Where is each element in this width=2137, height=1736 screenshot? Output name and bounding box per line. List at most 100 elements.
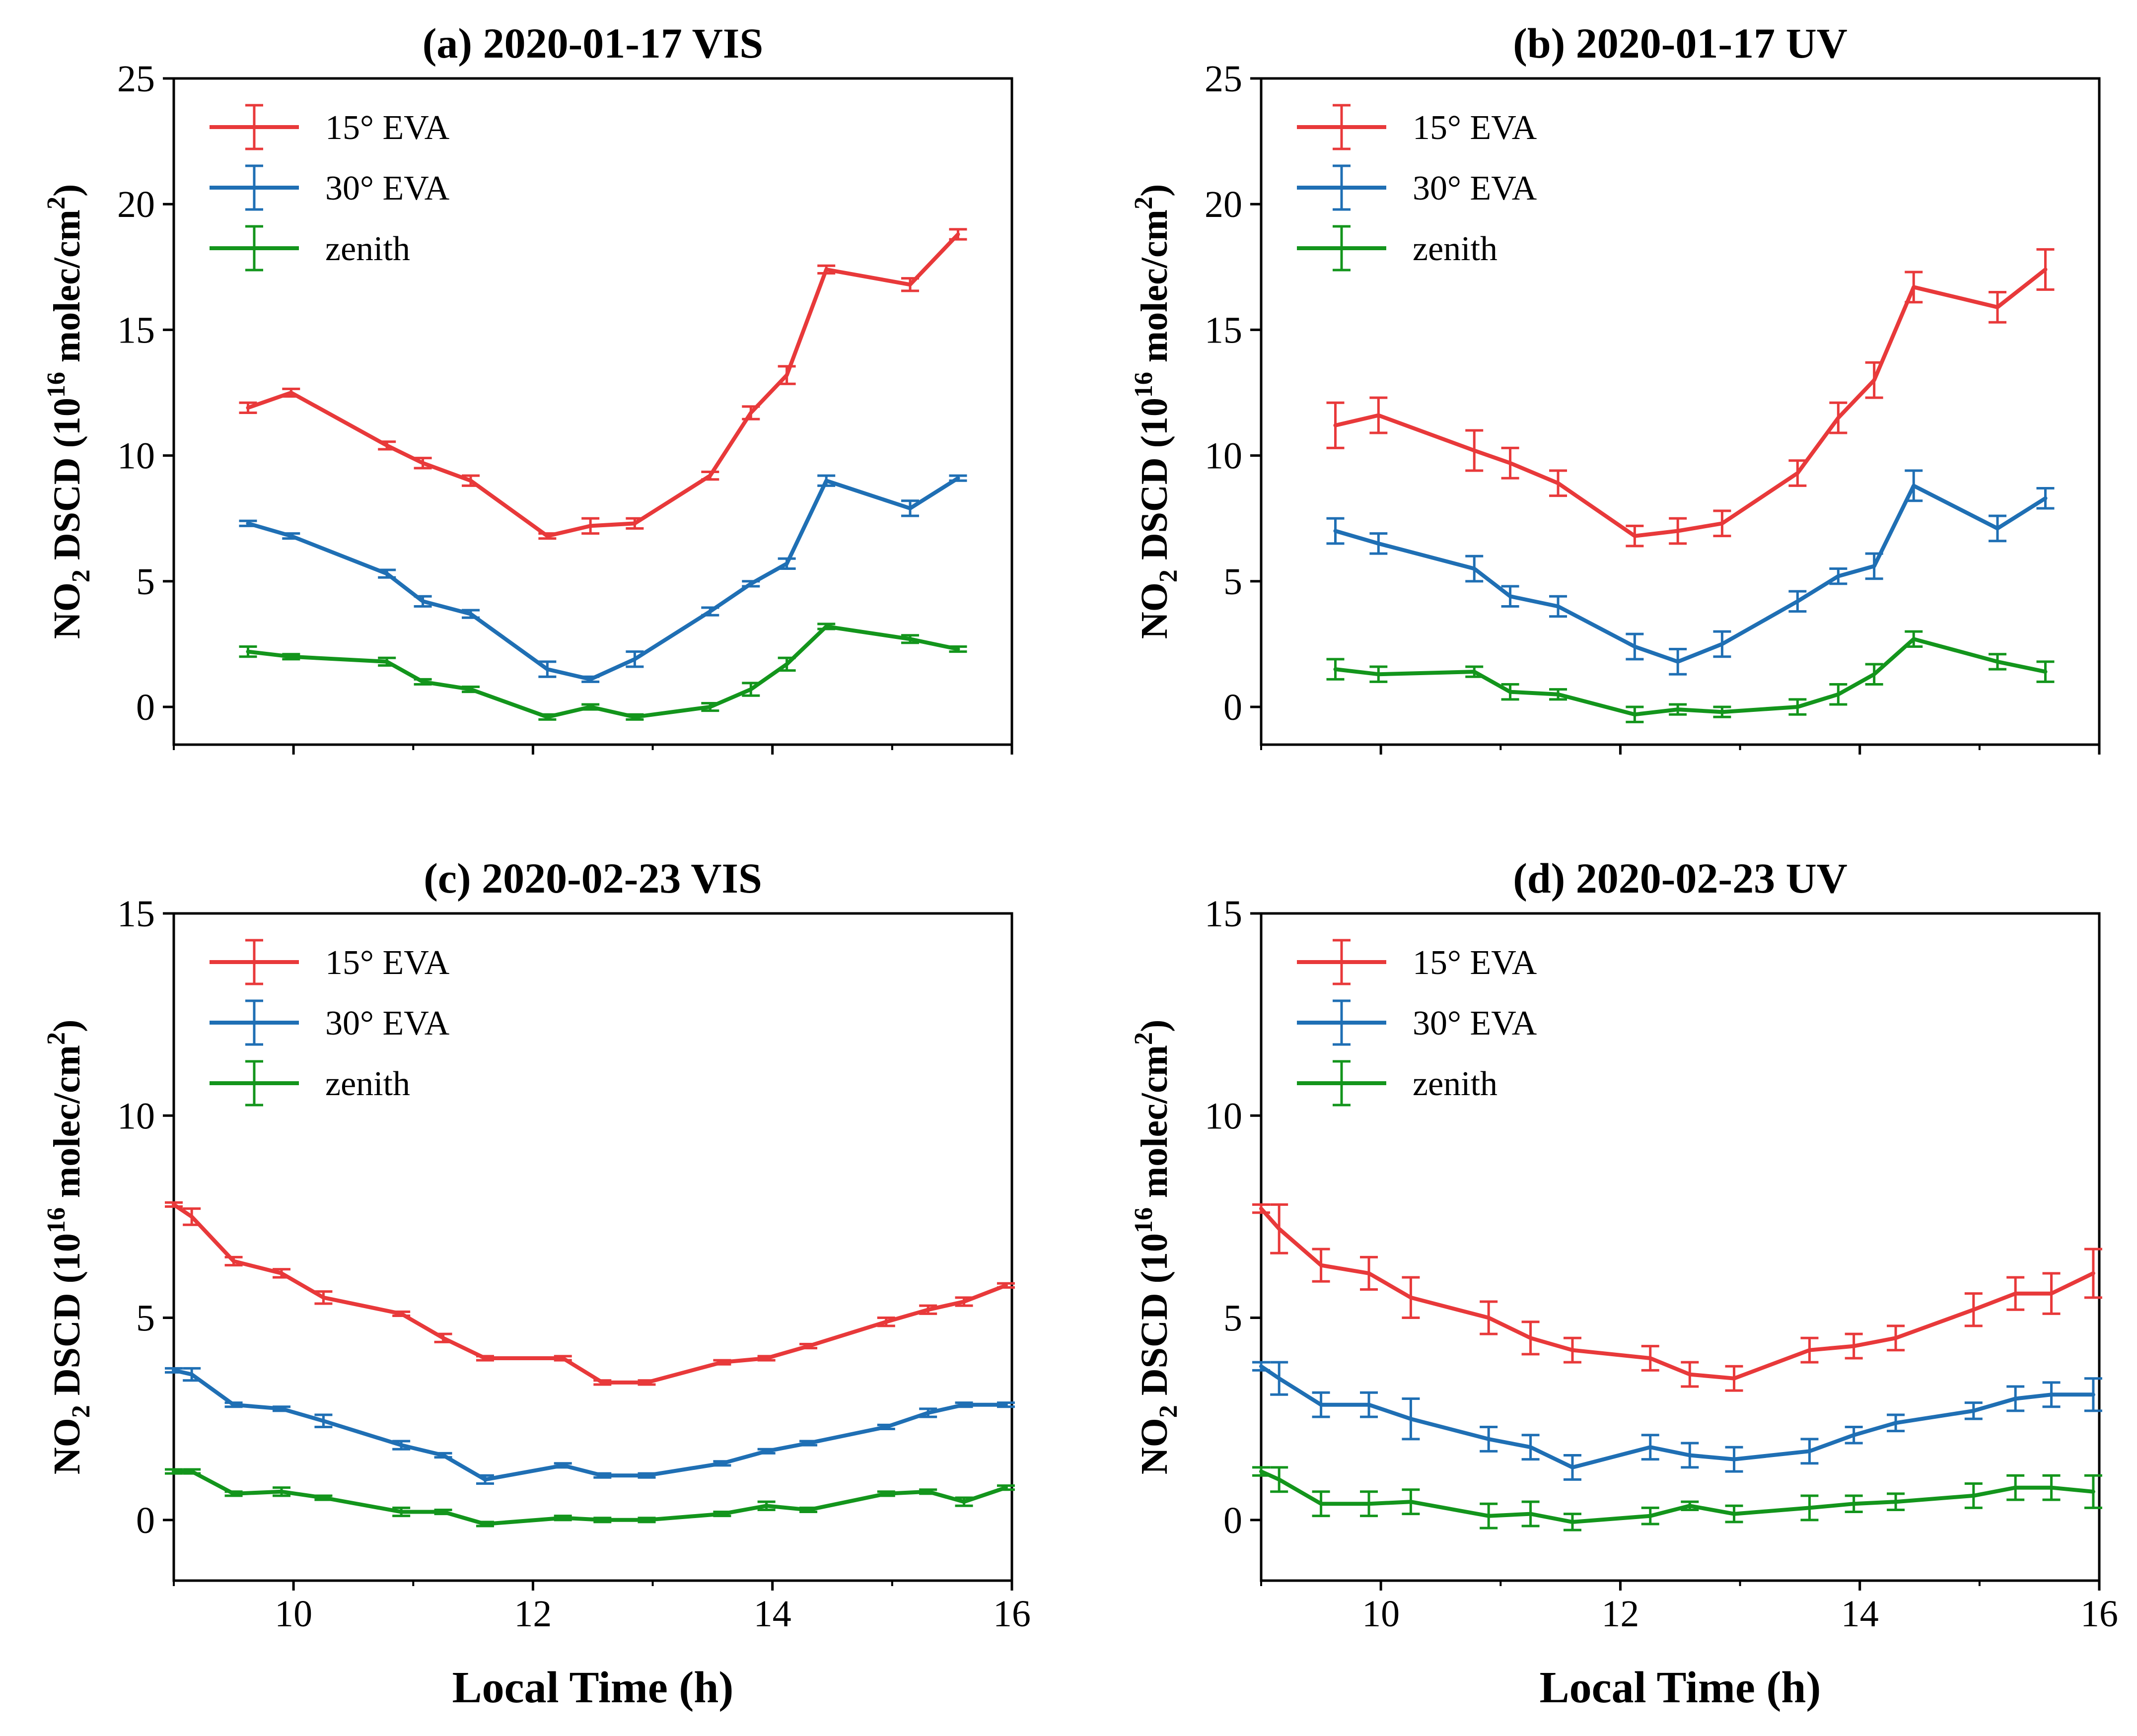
data-point	[1367, 1502, 1371, 1506]
error-bar	[1681, 1500, 1699, 1511]
data-point	[289, 391, 293, 395]
error-bar	[1865, 361, 1883, 399]
panel-title: (b) 2020-01-17 UV	[1513, 19, 1848, 67]
error-bar	[1788, 698, 1807, 716]
series-30-eva	[165, 1367, 1015, 1485]
data-point	[1996, 305, 1999, 309]
error-bar	[1312, 1248, 1330, 1283]
data-point	[1508, 595, 1512, 598]
data-point	[441, 1336, 445, 1340]
error-bar	[1326, 517, 1345, 545]
error-bar	[1865, 663, 1883, 686]
error-bar	[538, 660, 557, 678]
error-bar	[1312, 1490, 1330, 1518]
data-point	[645, 1381, 648, 1384]
error-bar	[949, 474, 967, 482]
data-point	[709, 705, 712, 709]
error-bar	[1845, 1332, 1863, 1360]
error-bar	[742, 405, 760, 420]
error-bar	[224, 1401, 243, 1408]
error-bar	[778, 656, 796, 672]
data-point	[601, 1474, 604, 1477]
data-point	[232, 1492, 235, 1495]
error-bar	[1549, 469, 1567, 497]
error-bar	[414, 457, 432, 470]
data-point	[1912, 484, 1916, 487]
y-tick-label: 0	[136, 1500, 155, 1541]
error-bar	[1521, 1320, 1540, 1356]
data-point	[1004, 1403, 1007, 1406]
data-point	[1529, 1336, 1532, 1340]
data-point	[483, 1357, 487, 1360]
data-point	[1278, 1478, 1281, 1481]
error-bar	[581, 703, 600, 711]
error-bar	[1402, 1488, 1420, 1516]
data-point	[1334, 668, 1337, 671]
data-point	[956, 477, 960, 480]
data-point	[720, 1461, 724, 1465]
data-point	[1852, 1344, 1855, 1348]
data-point	[1972, 1409, 1975, 1412]
data-point	[807, 1442, 810, 1445]
data-point	[749, 688, 753, 691]
y-tick-label: 20	[1205, 184, 1242, 225]
y-axis-label: NO2 DSCD (1016 molec/cm2)	[42, 184, 95, 639]
error-bar	[1669, 648, 1687, 676]
data-point	[400, 1312, 403, 1316]
data-point	[785, 562, 788, 565]
error-bar	[1713, 630, 1731, 658]
y-tick-label: 0	[1223, 1500, 1242, 1541]
error-bar	[1626, 524, 1644, 548]
data-point	[2091, 1393, 2095, 1396]
data-point	[1557, 482, 1560, 485]
error-bar	[1964, 1482, 1983, 1509]
error-bar	[799, 1440, 818, 1447]
data-point	[645, 1474, 648, 1477]
error-bar	[1549, 595, 1567, 618]
error-bar	[239, 519, 257, 527]
panel-title: (a) 2020-01-17 VIS	[423, 19, 763, 67]
legend-item: 30° EVA	[210, 164, 450, 211]
data-point	[246, 650, 250, 653]
error-bar	[1501, 585, 1519, 608]
data-point	[1377, 542, 1380, 545]
data-point	[190, 1470, 194, 1473]
error-bar	[1845, 1425, 1863, 1445]
data-point	[807, 1508, 810, 1512]
data-point	[1473, 670, 1476, 674]
data-point	[633, 657, 637, 661]
series-line	[172, 1469, 1008, 1526]
data-point	[1319, 1403, 1323, 1406]
data-point	[1557, 605, 1560, 608]
error-bar	[955, 1296, 973, 1307]
error-bar	[626, 517, 644, 530]
legend-label: 15° EVA	[325, 109, 450, 147]
error-bar	[1713, 705, 1731, 718]
y-tick-label: 15	[1205, 893, 1242, 935]
data-point	[441, 1510, 445, 1514]
error-bar	[955, 1401, 973, 1408]
data-point	[1796, 600, 1799, 603]
x-tick-label: 10	[1362, 1593, 1400, 1635]
error-bar	[538, 713, 557, 721]
legend-label: 15° EVA	[1413, 944, 1537, 982]
x-tick-label: 16	[2080, 1593, 2118, 1635]
error-bar	[713, 1511, 731, 1518]
x-tick-label: 10	[275, 1593, 312, 1635]
error-bar	[817, 474, 836, 487]
error-bar	[183, 1367, 201, 1382]
error-bar	[314, 1413, 333, 1428]
error-bar	[713, 1460, 731, 1467]
y-axis-label: NO2 DSCD (1016 molec/cm2)	[1130, 1020, 1183, 1475]
data-point	[589, 524, 592, 528]
y-tick-label: 0	[1223, 687, 1242, 728]
data-point	[289, 534, 293, 538]
error-bar	[392, 1440, 411, 1451]
error-bar	[1681, 1361, 1699, 1388]
error-bar	[1725, 1446, 1743, 1473]
error-bar	[581, 675, 600, 683]
data-point	[1409, 1417, 1413, 1421]
data-point	[1808, 1450, 1811, 1453]
data-point	[2050, 1393, 2053, 1396]
y-tick-label: 5	[1223, 1298, 1242, 1339]
